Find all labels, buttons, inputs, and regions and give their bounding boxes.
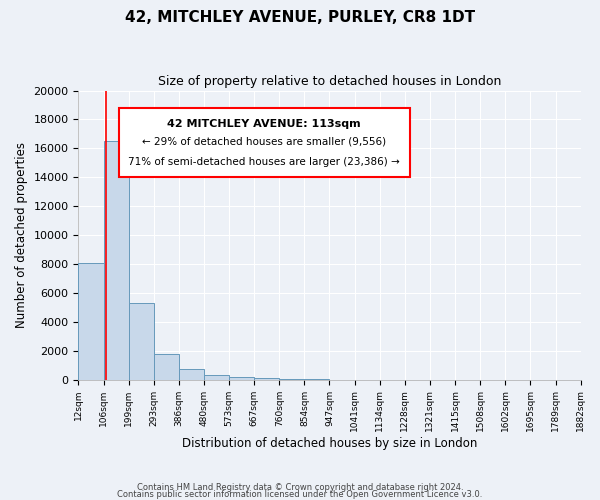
Bar: [279, 378, 304, 380]
Text: ← 29% of detached houses are smaller (9,556): ← 29% of detached houses are smaller (9,…: [142, 137, 386, 147]
Bar: [154, 354, 179, 380]
X-axis label: Distribution of detached houses by size in London: Distribution of detached houses by size …: [182, 437, 477, 450]
Bar: [304, 379, 329, 380]
FancyBboxPatch shape: [119, 108, 410, 178]
Text: 42 MITCHLEY AVENUE: 113sqm: 42 MITCHLEY AVENUE: 113sqm: [167, 120, 361, 130]
Bar: [229, 378, 254, 380]
Text: Contains public sector information licensed under the Open Government Licence v3: Contains public sector information licen…: [118, 490, 482, 499]
Bar: [179, 369, 204, 380]
Text: 71% of semi-detached houses are larger (23,386) →: 71% of semi-detached houses are larger (…: [128, 157, 400, 167]
Y-axis label: Number of detached properties: Number of detached properties: [15, 142, 28, 328]
Bar: [128, 303, 154, 380]
Title: Size of property relative to detached houses in London: Size of property relative to detached ho…: [158, 75, 501, 88]
Text: Contains HM Land Registry data © Crown copyright and database right 2024.: Contains HM Land Registry data © Crown c…: [137, 484, 463, 492]
Bar: [79, 262, 104, 380]
Text: 42, MITCHLEY AVENUE, PURLEY, CR8 1DT: 42, MITCHLEY AVENUE, PURLEY, CR8 1DT: [125, 10, 475, 25]
Bar: [204, 376, 229, 380]
Bar: [104, 141, 128, 380]
Bar: [254, 378, 279, 380]
